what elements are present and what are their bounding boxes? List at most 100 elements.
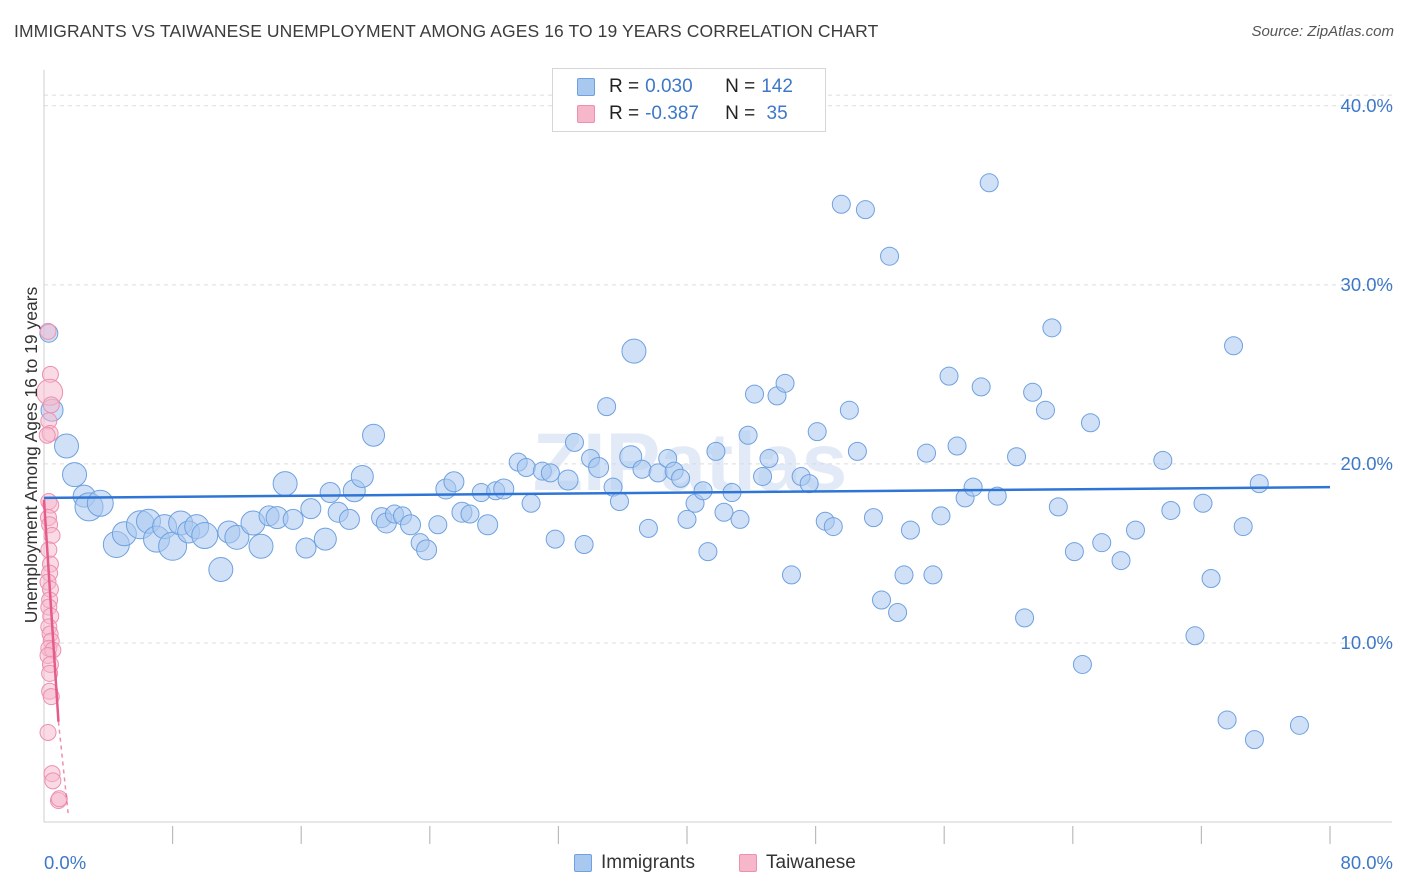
taiwanese-point <box>41 664 59 682</box>
immigrants-point <box>1224 336 1244 356</box>
immigrants-point <box>428 515 448 535</box>
immigrants-point <box>677 509 697 529</box>
legend-item-taiwanese: Taiwanese <box>739 852 856 874</box>
immigrants-point <box>319 482 341 504</box>
immigrants-point <box>1201 568 1221 588</box>
immigrants-point <box>224 524 250 550</box>
legend-row-taiwanese: R = -0.387 N = 35 <box>577 102 788 126</box>
immigrants-point <box>493 478 515 500</box>
immigrants-point <box>781 565 801 585</box>
immigrants-point <box>1217 710 1237 730</box>
immigrants-point <box>350 464 374 488</box>
immigrants-point <box>300 498 322 520</box>
immigrants-point <box>831 194 851 214</box>
legend-row-immigrants: R = 0.030 N = 142 <box>577 75 793 99</box>
immigrants-point <box>1185 626 1205 646</box>
immigrants-point <box>564 432 584 452</box>
immigrants-point <box>698 542 718 562</box>
immigrants-point <box>714 502 734 522</box>
immigrants-point <box>460 504 480 524</box>
immigrants-point <box>588 456 610 478</box>
immigrants-point <box>338 508 360 530</box>
immigrants-point <box>807 422 827 442</box>
immigrants-legend-swatch <box>574 854 592 872</box>
immigrants-point <box>745 384 765 404</box>
immigrants-point <box>597 397 617 417</box>
immigrants-point <box>1111 551 1131 571</box>
immigrants-point <box>54 433 80 459</box>
taiwanese-point <box>38 426 56 444</box>
immigrants-point <box>931 506 951 526</box>
n-label: N = <box>725 103 756 124</box>
immigrants-point <box>872 590 892 610</box>
y-tick-label: 40.0% <box>1341 95 1393 116</box>
immigrants-point <box>753 466 773 486</box>
legend-label-immigrants: Immigrants <box>601 852 695 873</box>
immigrants-point <box>416 539 438 561</box>
y-tick-label: 10.0% <box>1341 632 1393 653</box>
r-value: -0.387 <box>645 103 699 124</box>
immigrants-point <box>979 173 999 193</box>
immigrants-point <box>971 377 991 397</box>
immigrants-point <box>574 534 594 554</box>
immigrants-point <box>400 514 422 536</box>
immigrants-point <box>516 457 536 477</box>
immigrants-point <box>1233 517 1253 537</box>
immigrants-point <box>1249 474 1269 494</box>
immigrants-point <box>1289 715 1309 735</box>
immigrants-point <box>208 557 234 583</box>
r-label: R = <box>609 103 640 124</box>
immigrants-point <box>1023 382 1043 402</box>
immigrants-point <box>248 533 274 559</box>
n-value: 142 <box>761 76 793 97</box>
immigrants-point <box>1161 500 1181 520</box>
immigrants-point <box>987 486 1007 506</box>
immigrants-point <box>62 462 88 488</box>
immigrants-point <box>272 471 298 497</box>
taiwanese-legend-swatch <box>739 854 757 872</box>
immigrants-point <box>775 373 795 393</box>
immigrants-point <box>1042 318 1062 338</box>
immigrants-point <box>282 508 304 530</box>
chart-title: IMMIGRANTS VS TAIWANESE UNEMPLOYMENT AMO… <box>14 21 879 41</box>
immigrants-point <box>671 468 691 488</box>
immigrants-trendline <box>43 485 1331 500</box>
immigrants-point <box>738 425 758 445</box>
immigrants-point <box>609 492 629 512</box>
trend-layer <box>42 485 1331 814</box>
immigrants-point <box>1092 533 1112 553</box>
immigrants-point <box>759 449 779 469</box>
immigrants-point <box>1080 413 1100 433</box>
immigrants-point <box>362 423 386 447</box>
immigrants-point <box>799 474 819 494</box>
immigrants-point <box>888 603 908 623</box>
r-value: 0.030 <box>645 76 693 97</box>
immigrants-point <box>855 200 875 220</box>
immigrants-point <box>823 517 843 537</box>
immigrants-point <box>900 520 920 540</box>
immigrants-point <box>863 508 883 528</box>
taiwanese-trendline <box>42 499 60 722</box>
x-tick-label: 0.0% <box>44 852 86 873</box>
immigrants-point <box>545 529 565 549</box>
immigrants-point <box>557 469 579 491</box>
immigrants-point <box>1007 447 1027 467</box>
immigrants-point <box>1048 497 1068 517</box>
y-axis-label: Unemployment Among Ages 16 to 19 years <box>21 286 41 623</box>
immigrants-point <box>521 493 541 513</box>
taiwanese-point <box>50 790 68 808</box>
immigrants-point <box>1125 520 1145 540</box>
taiwanese-swatch <box>577 105 595 123</box>
taiwanese-point <box>42 688 60 706</box>
immigrants-point <box>1035 400 1055 420</box>
immigrants-point <box>706 441 726 461</box>
immigrants-point <box>1244 730 1264 750</box>
taiwanese-point <box>42 396 60 414</box>
immigrants-point <box>313 527 337 551</box>
correlation-legend: R = 0.030 N = 142 R = -0.387 N = 35 <box>552 68 826 132</box>
immigrants-point <box>693 481 713 501</box>
source-label: Source: ZipAtlas.com <box>1251 23 1394 40</box>
immigrants-point <box>632 459 652 479</box>
immigrants-point <box>443 471 465 493</box>
